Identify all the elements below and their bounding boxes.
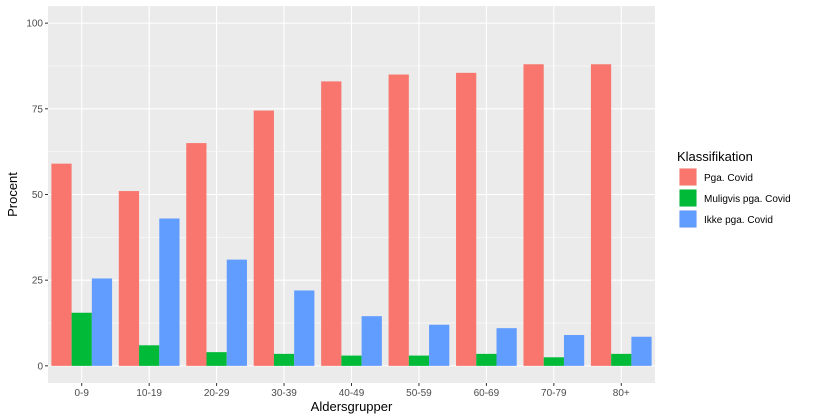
bar — [456, 72, 477, 366]
bar — [408, 355, 430, 366]
bar — [273, 353, 295, 366]
bar — [341, 355, 362, 366]
y-tick-label: 75 — [32, 104, 44, 115]
y-tick-label: 100 — [26, 19, 43, 30]
y-axis: 0 25 50 75 100 — [26, 19, 48, 372]
bar — [476, 353, 497, 366]
x-axis-title: Aldersgrupper — [311, 399, 393, 414]
bar — [206, 352, 227, 366]
y-axis-title: Procent — [5, 172, 20, 217]
y-tick-label: 25 — [32, 276, 44, 287]
bar — [139, 345, 160, 366]
legend-title: Klassifikation — [677, 149, 753, 164]
bar — [361, 316, 382, 366]
bar — [496, 328, 517, 366]
bar — [253, 110, 274, 366]
bar — [543, 357, 564, 366]
y-tick-label: 50 — [32, 190, 44, 201]
legend-label: Pga. Covid — [704, 173, 753, 184]
legend: Klassifikation Pga. Covid Muligvis pga. C… — [677, 149, 791, 228]
bar — [388, 74, 409, 366]
x-tick-label: 60-69 — [474, 388, 500, 399]
bar — [71, 312, 92, 366]
bar — [321, 81, 342, 366]
bar — [118, 191, 140, 366]
bars — [51, 64, 652, 366]
x-tick-label: 0-9 — [74, 388, 89, 399]
legend-swatch — [679, 210, 697, 228]
bar — [186, 143, 207, 366]
legend-swatch — [679, 168, 697, 186]
x-tick-label: 50-59 — [406, 388, 432, 399]
bar — [294, 290, 315, 366]
bar — [563, 335, 585, 366]
y-tick-label: 0 — [37, 361, 43, 372]
x-tick-label: 20-29 — [204, 388, 230, 399]
x-axis: 0-9 10-19 20-29 30-39 40-49 50-59 60-69 70-79 80… — [74, 383, 630, 399]
bar — [523, 64, 544, 366]
legend-swatch — [679, 189, 697, 207]
bar — [429, 324, 450, 366]
x-tick-label: 40-49 — [339, 388, 365, 399]
bar — [611, 353, 632, 366]
bar — [226, 259, 247, 366]
bar — [159, 218, 180, 366]
x-tick-label: 80+ — [613, 388, 630, 399]
legend-label: Ikke pga. Covid — [704, 215, 773, 226]
bar — [631, 336, 652, 366]
x-tick-label: 30-39 — [271, 388, 297, 399]
x-tick-label: 70-79 — [541, 388, 567, 399]
legend-label: Muligvis pga. Covid — [704, 194, 791, 205]
bar — [590, 64, 612, 366]
bar — [91, 278, 113, 366]
bar — [51, 163, 72, 366]
x-tick-label: 10-19 — [136, 388, 162, 399]
